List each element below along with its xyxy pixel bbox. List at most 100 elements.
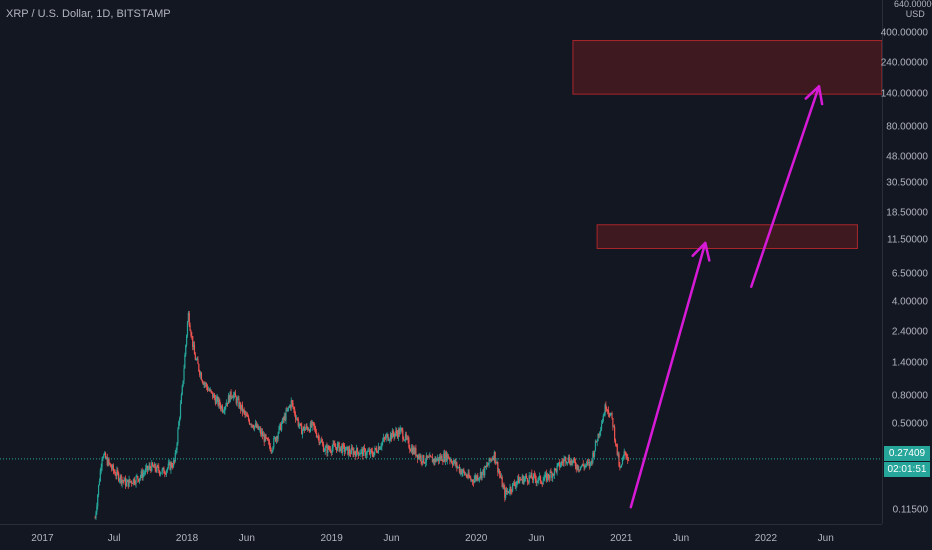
candle-body	[285, 410, 287, 421]
price-tick-label: 140.00000	[880, 88, 928, 100]
candle-body	[572, 460, 574, 464]
candle-body	[158, 466, 160, 471]
candle-body	[430, 455, 432, 457]
candle-body	[97, 484, 100, 496]
candle-body	[359, 453, 361, 455]
candle-body	[493, 451, 495, 460]
candle-body	[313, 422, 315, 427]
candle-body	[343, 445, 345, 452]
candle-body	[120, 475, 122, 484]
price-tick-label: 4.00000	[891, 296, 928, 308]
candle-body	[215, 398, 217, 404]
candle-body	[271, 450, 273, 452]
candle-body	[223, 410, 225, 412]
bar-countdown-badge: 02:01:51	[884, 462, 930, 477]
time-tick-label: 2020	[465, 533, 488, 544]
candle-body	[614, 426, 616, 440]
candle-body	[305, 425, 307, 429]
candle-body	[329, 449, 332, 452]
candle-body	[390, 433, 393, 439]
candle-body	[260, 428, 262, 435]
candle-body	[243, 409, 245, 412]
price-tick-label: 6.50000	[891, 268, 928, 280]
candle-body	[233, 394, 235, 398]
candle-body	[465, 474, 468, 477]
candle-body	[133, 478, 135, 484]
candle-body	[213, 394, 215, 398]
candle-body	[131, 481, 133, 484]
candle-body	[459, 469, 461, 473]
price-chart[interactable]	[0, 0, 883, 524]
candle-body	[584, 465, 586, 468]
time-tick-label: Jun	[528, 533, 545, 544]
candle-body	[206, 386, 209, 391]
candle-body	[247, 416, 249, 418]
symbol-title[interactable]: XRP / U.S. Dollar, 1D, BITSTAMP	[6, 8, 171, 20]
price-axis[interactable]: 400.00000 240.00000 140.00000 80.00000 48.00…	[880, 0, 932, 524]
price-tick-label: 0.50000	[891, 418, 928, 430]
candle-body	[298, 425, 300, 427]
candle-body	[380, 446, 382, 448]
candle-body	[318, 436, 320, 444]
candle-body	[337, 442, 339, 444]
candle-body	[131, 483, 134, 485]
candle-body	[398, 429, 400, 435]
candle-body	[485, 466, 487, 468]
candle-body	[405, 434, 407, 438]
candle-body	[103, 454, 105, 458]
candle-body	[549, 471, 551, 478]
candle-body	[352, 449, 354, 456]
candle-body	[170, 463, 172, 470]
candle-body	[437, 457, 439, 460]
candle-body	[149, 465, 151, 468]
candle-body	[100, 467, 102, 471]
candle-body	[325, 446, 327, 448]
candle-body	[97, 495, 99, 507]
candle-body	[564, 457, 566, 460]
candle-body	[279, 423, 281, 427]
candle-body	[577, 464, 579, 470]
candle-body	[295, 418, 298, 420]
candle-body	[375, 448, 377, 450]
candle-body	[612, 418, 614, 427]
candle-body	[545, 473, 547, 475]
candle-body	[372, 454, 374, 457]
candle-body	[479, 472, 481, 478]
candle-body	[219, 399, 221, 406]
candle-body	[450, 460, 452, 461]
candle-body	[335, 446, 337, 448]
candle-body	[581, 463, 583, 467]
candle-body	[327, 446, 329, 454]
candle-body	[145, 465, 148, 469]
candle-body	[246, 414, 248, 417]
time-axis[interactable]: 2017 Jul 2018 Jun 2019 Jun 2020 Jun 2021 Jun 2022 J…	[0, 524, 882, 550]
candle-body	[511, 491, 513, 492]
candle-body	[310, 422, 312, 427]
candle-body	[386, 434, 388, 436]
candle-body	[475, 475, 477, 480]
candle-body	[121, 479, 123, 484]
chart-area[interactable]: XRP / U.S. Dollar, 1D, BITSTAMP	[0, 0, 883, 524]
candle-body	[609, 414, 611, 417]
price-tick-label: 11.50000	[887, 234, 928, 246]
candle-body	[290, 400, 292, 408]
candle-body	[191, 335, 193, 337]
candle-body	[428, 456, 430, 458]
candle-body	[567, 457, 570, 463]
candle-body	[615, 443, 617, 445]
candle-body	[516, 481, 518, 484]
candle-body	[559, 465, 562, 468]
candle-body	[606, 409, 608, 411]
candle-body	[340, 446, 342, 448]
candle-body	[273, 438, 275, 448]
candle-body	[368, 450, 370, 452]
candle-body	[443, 453, 445, 462]
candle-body	[506, 491, 509, 492]
candle-body	[104, 452, 107, 459]
time-tick-label: 2017	[31, 533, 54, 544]
candle-body	[153, 464, 155, 468]
candle-body	[561, 461, 563, 463]
candle-body	[150, 467, 152, 472]
candle-body	[163, 467, 165, 474]
candle-body	[294, 414, 297, 419]
